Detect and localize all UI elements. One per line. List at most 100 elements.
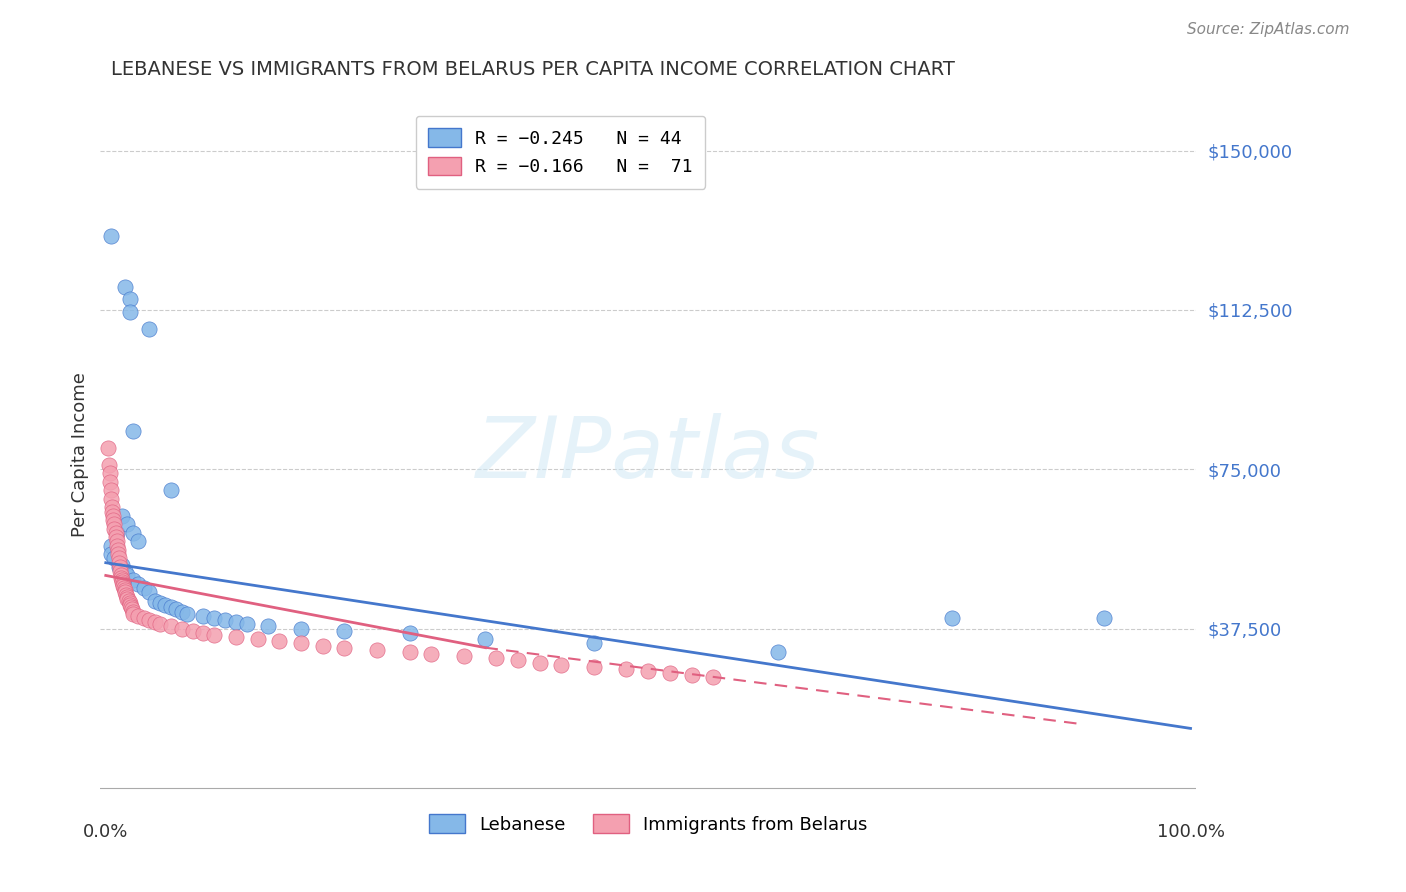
Point: [117, 568, 139, 582]
Point: [170, 622, 193, 636]
Point: [122, 605, 145, 619]
Point: [122, 526, 145, 541]
Point: [122, 424, 145, 438]
Point: [117, 590, 139, 604]
Point: [104, 530, 127, 544]
Point: [107, 556, 129, 570]
Point: [118, 598, 141, 612]
Text: LEBANESE VS IMMIGRANTS FROM BELARUS PER CAPITA INCOME CORRELATION CHART: LEBANESE VS IMMIGRANTS FROM BELARUS PER …: [111, 60, 955, 78]
Point: [118, 293, 141, 307]
Point: [165, 602, 187, 616]
Point: [160, 483, 183, 498]
Point: [107, 560, 129, 574]
Point: [118, 596, 141, 610]
Point: [138, 585, 160, 599]
Point: [160, 600, 183, 615]
Point: [193, 625, 215, 640]
Point: [117, 594, 139, 608]
Point: [100, 539, 122, 553]
Point: [101, 505, 124, 519]
Point: [290, 636, 312, 650]
Point: [101, 500, 124, 515]
Point: [103, 522, 125, 536]
Point: [100, 228, 122, 243]
Point: [115, 588, 138, 602]
Point: [941, 611, 963, 625]
Point: [582, 636, 605, 650]
Point: [110, 568, 132, 582]
Point: [702, 670, 724, 684]
Point: [529, 656, 551, 670]
Point: [582, 660, 605, 674]
Point: [112, 579, 135, 593]
Point: [506, 653, 529, 667]
Point: [120, 600, 142, 615]
Point: [108, 564, 131, 578]
Point: [103, 551, 125, 566]
Point: [132, 581, 155, 595]
Point: [103, 508, 125, 523]
Point: [104, 526, 127, 541]
Text: Source: ZipAtlas.com: Source: ZipAtlas.com: [1187, 22, 1350, 37]
Point: [107, 551, 129, 566]
Point: [181, 624, 204, 638]
Point: [143, 615, 166, 630]
Point: [100, 483, 122, 498]
Point: [114, 564, 136, 578]
Point: [193, 608, 215, 623]
Point: [132, 611, 155, 625]
Point: [98, 467, 121, 481]
Point: [97, 441, 120, 455]
Point: [768, 645, 790, 659]
Point: [658, 666, 681, 681]
Point: [122, 607, 145, 621]
Point: [138, 613, 160, 627]
Point: [681, 668, 703, 682]
Point: [138, 322, 160, 336]
Point: [127, 577, 149, 591]
Point: [290, 622, 312, 636]
Point: [127, 534, 149, 549]
Point: [333, 624, 356, 638]
Point: [214, 613, 236, 627]
Point: [105, 534, 128, 549]
Point: [117, 517, 139, 532]
Point: [100, 547, 122, 561]
Point: [453, 649, 475, 664]
Point: [637, 664, 659, 678]
Legend: Lebanese, Immigrants from Belarus: Lebanese, Immigrants from Belarus: [419, 805, 877, 843]
Point: [111, 508, 134, 523]
Point: [257, 619, 280, 633]
Point: [333, 640, 356, 655]
Point: [176, 607, 198, 621]
Point: [111, 574, 134, 589]
Point: [114, 279, 136, 293]
Point: [98, 475, 121, 489]
Point: [103, 513, 125, 527]
Point: [103, 517, 125, 532]
Point: [122, 573, 145, 587]
Point: [105, 526, 128, 541]
Point: [121, 602, 143, 616]
Point: [1092, 611, 1115, 625]
Point: [105, 539, 128, 553]
Point: [474, 632, 496, 647]
Point: [202, 628, 225, 642]
Y-axis label: Per Capita Income: Per Capita Income: [72, 372, 89, 537]
Point: [420, 647, 443, 661]
Point: [485, 651, 508, 665]
Point: [118, 305, 141, 319]
Point: [149, 617, 172, 632]
Point: [550, 657, 572, 672]
Point: [398, 625, 420, 640]
Point: [127, 608, 149, 623]
Point: [160, 619, 183, 633]
Point: [98, 458, 121, 472]
Point: [143, 594, 166, 608]
Point: [114, 583, 136, 598]
Text: ZIPatlas: ZIPatlas: [477, 413, 820, 496]
Point: [225, 615, 247, 630]
Point: [112, 581, 135, 595]
Point: [269, 634, 291, 648]
Point: [202, 611, 225, 625]
